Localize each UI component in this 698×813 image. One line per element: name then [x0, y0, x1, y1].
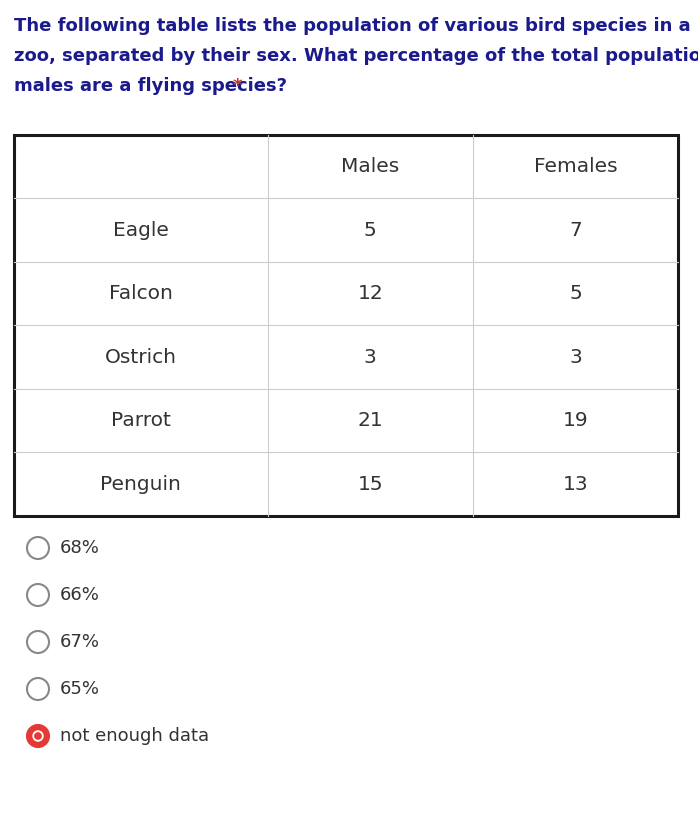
Circle shape	[27, 537, 49, 559]
Text: 68%: 68%	[60, 539, 100, 557]
Text: Penguin: Penguin	[101, 475, 181, 493]
Text: 66%: 66%	[60, 586, 100, 604]
Text: not enough data: not enough data	[60, 727, 209, 745]
Text: 15: 15	[357, 475, 383, 493]
Circle shape	[27, 584, 49, 606]
Circle shape	[27, 725, 49, 747]
Text: 65%: 65%	[60, 680, 100, 698]
Text: 3: 3	[569, 348, 582, 367]
Circle shape	[32, 730, 44, 741]
Circle shape	[27, 631, 49, 653]
Text: zoo, separated by their sex. What percentage of the total population of: zoo, separated by their sex. What percen…	[14, 47, 698, 65]
Text: 13: 13	[563, 475, 588, 493]
Text: Eagle: Eagle	[113, 221, 169, 240]
Text: Females: Females	[533, 157, 617, 176]
Text: Falcon: Falcon	[109, 285, 173, 303]
Text: 12: 12	[357, 285, 383, 303]
Circle shape	[27, 678, 49, 700]
Text: males are a flying species?: males are a flying species?	[14, 77, 293, 95]
Text: 5: 5	[569, 285, 582, 303]
Text: The following table lists the population of various bird species in a local: The following table lists the population…	[14, 17, 698, 35]
Text: Ostrich: Ostrich	[105, 348, 177, 367]
Text: 3: 3	[364, 348, 377, 367]
Text: Parrot: Parrot	[111, 411, 171, 430]
Text: 67%: 67%	[60, 633, 100, 651]
Bar	[14, 135, 678, 516]
Text: 19: 19	[563, 411, 588, 430]
Circle shape	[34, 733, 42, 740]
Text: *: *	[232, 77, 242, 95]
Text: 21: 21	[357, 411, 383, 430]
Text: 7: 7	[569, 221, 582, 240]
Text: 5: 5	[364, 221, 377, 240]
Text: Males: Males	[341, 157, 399, 176]
